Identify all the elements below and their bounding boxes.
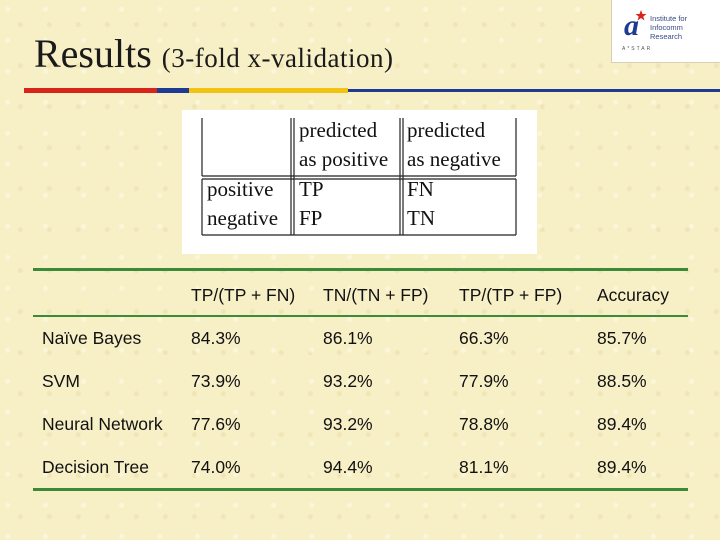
logo-astar: A*STAR <box>622 46 653 52</box>
col-positive-line1: predicted <box>299 118 378 142</box>
col-negative-line1: predicted <box>407 118 486 142</box>
table-cell: 78.8% <box>459 414 509 434</box>
table-cell: 89.4% <box>597 414 647 434</box>
confusion-matrix: predicted as positive predicted as negat… <box>182 110 537 254</box>
header-precision: TP/(TP + FP) <box>459 285 563 305</box>
title-main: Results <box>34 31 152 76</box>
row-label-svm: SVM <box>42 371 80 391</box>
row-label-neural-network: Neural Network <box>42 414 163 434</box>
cell-fn: FN <box>407 177 434 201</box>
title-rule-yellow <box>189 88 348 93</box>
header-specificity: TN/(TN + FP) <box>323 285 429 305</box>
table-cell: 77.9% <box>459 371 509 391</box>
table-cell: 84.3% <box>191 328 241 348</box>
row-label-naive-bayes: Naïve Bayes <box>42 328 142 348</box>
col-positive-line2: as positive <box>299 147 389 171</box>
table-cell: 89.4% <box>597 457 647 477</box>
row-positive: positive <box>207 177 274 201</box>
table-cell: 74.0% <box>191 457 241 477</box>
confusion-matrix-grid <box>201 118 517 236</box>
table-cell: 85.7% <box>597 328 647 348</box>
table-cell: 86.1% <box>323 328 373 348</box>
cell-fp: FP <box>299 206 323 230</box>
cell-tn: TN <box>407 206 435 230</box>
header-accuracy: Accuracy <box>597 285 669 305</box>
results-table: TP/(TP + FN) TN/(TN + FP) TP/(TP + FP) A… <box>33 268 688 491</box>
title-rule-blue <box>157 88 189 93</box>
institute-logo: a Institute for Infocomm Research A*STAR <box>611 0 720 63</box>
title-rule-navy <box>348 89 720 92</box>
title-rule-red <box>24 88 157 93</box>
cell-tp: TP <box>299 177 324 201</box>
title-subtitle: (3-fold x-validation) <box>161 43 394 73</box>
table-cell: 66.3% <box>459 328 509 348</box>
col-negative-line2: as negative <box>407 147 501 171</box>
logo-line1: Institute for <box>650 14 688 23</box>
table-cell: 93.2% <box>323 371 373 391</box>
row-negative: negative <box>207 206 279 230</box>
table-cell: 88.5% <box>597 371 647 391</box>
header-sensitivity: TP/(TP + FN) <box>191 285 296 305</box>
table-cell: 81.1% <box>459 457 509 477</box>
table-cell: 77.6% <box>191 414 241 434</box>
table-top-rule <box>33 268 688 271</box>
table-cell: 93.2% <box>323 414 373 434</box>
logo-line2: Infocomm Research <box>650 23 683 41</box>
logo-text: Institute for Infocomm Research <box>650 14 716 41</box>
table-cell: 73.9% <box>191 371 241 391</box>
institute-logo-icon: a <box>624 9 647 42</box>
row-label-decision-tree: Decision Tree <box>42 457 149 477</box>
table-cell: 94.4% <box>323 457 373 477</box>
svg-text:a: a <box>624 9 639 42</box>
table-header-rule <box>33 315 688 317</box>
slide-title: Results (3-fold x-validation) <box>34 30 393 77</box>
table-bottom-rule <box>33 488 688 491</box>
